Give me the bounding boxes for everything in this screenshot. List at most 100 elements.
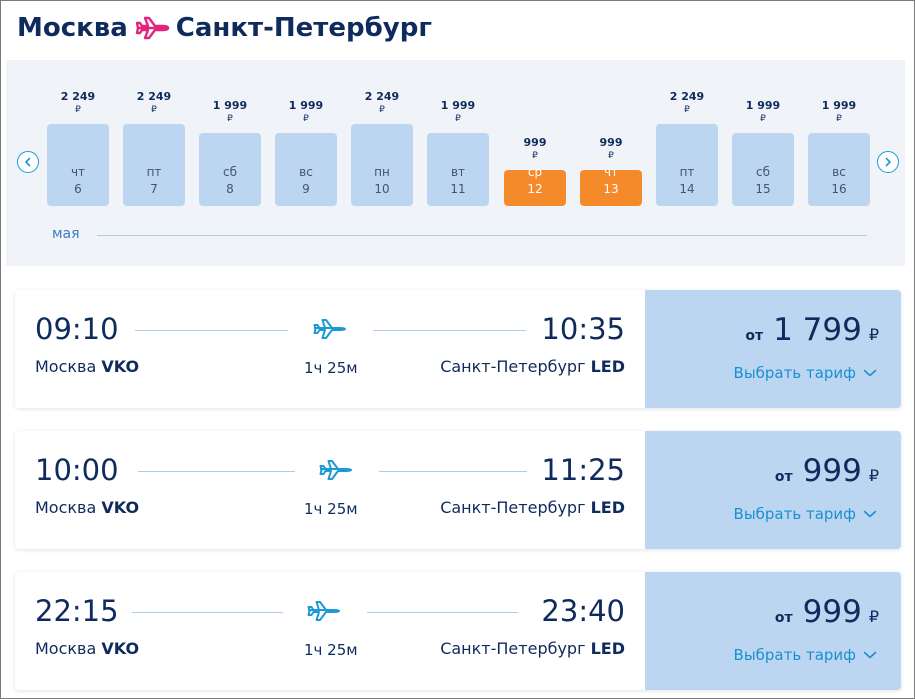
chevron-left-icon	[25, 157, 31, 167]
day-number: 6	[74, 182, 82, 196]
date-column[interactable]: 2 249 ₽ чт 6	[47, 60, 109, 206]
date-price-bar: вс 16	[808, 133, 870, 206]
arrival-airport-code: LED	[590, 639, 625, 658]
select-tariff-link[interactable]: Выбрать тариф	[734, 505, 877, 523]
flight-duration: 1ч 25м	[304, 641, 358, 659]
chevron-down-icon	[856, 368, 877, 378]
ruble-symbol: ₽	[608, 151, 614, 161]
departure-place: Москва VKO	[35, 639, 139, 659]
origin-city: Москва	[17, 13, 128, 43]
weekday-label: сб	[756, 165, 770, 179]
departure-city: Москва	[35, 498, 97, 517]
chevron-down-icon	[856, 650, 877, 660]
ruble-symbol: ₽	[227, 114, 233, 124]
month-label: мая	[52, 226, 80, 242]
day-number: 10	[374, 182, 390, 196]
date-price-bar: вс 9	[275, 133, 337, 206]
price-panel[interactable]: от 1 799 ₽ Выбрать тариф	[645, 290, 901, 408]
day-number: 16	[831, 182, 847, 196]
date-price-bar: чт 6	[47, 124, 109, 206]
flight-card[interactable]: 22:15 23:40 1ч 25м Москва VKO Санкт-Петербур…	[15, 572, 901, 690]
day-number: 12	[527, 182, 543, 196]
date-column[interactable]: 1 999 ₽ вт 11	[427, 60, 489, 206]
arrival-place: Санкт-Петербург LED	[440, 639, 625, 659]
next-dates-button[interactable]	[877, 151, 899, 173]
date-price-bar: пт 7	[123, 124, 185, 206]
ruble-symbol: ₽	[379, 105, 385, 115]
selected-date-bar: ср 12	[504, 165, 566, 206]
flight-duration: 1ч 25м	[304, 359, 358, 377]
weekday-label: ср	[527, 165, 543, 179]
price-display: от 999 ₽	[775, 594, 879, 630]
date-column[interactable]: 999 ₽ ср 12	[504, 60, 566, 206]
route-title: Москва Санкт-Петербург	[17, 8, 432, 48]
date-price: 1 999	[212, 99, 248, 112]
date-price: 1 999	[288, 99, 324, 112]
departure-time: 22:15	[35, 594, 119, 628]
date-price: 2 249	[364, 90, 400, 103]
ruble-symbol: ₽	[455, 114, 461, 124]
date-column[interactable]: 2 249 ₽ пн 10	[351, 60, 413, 206]
date-column[interactable]: 1 999 ₽ сб 15	[732, 60, 794, 206]
date-price: 2 249	[60, 90, 96, 103]
ruble-symbol: ₽	[75, 105, 81, 115]
date-price-strip: мая 2 249 ₽ чт 6 2 249 ₽ пт 7 1 999 ₽ сб 8 1 999 ₽ вс 9…	[6, 60, 905, 266]
weekday-label: чт	[603, 165, 619, 179]
weekday-label: пт	[146, 165, 162, 179]
arrival-airport-code: LED	[590, 357, 625, 376]
ruble-symbol: ₽	[836, 114, 842, 124]
date-price: 2 249	[136, 90, 172, 103]
route-line	[132, 612, 283, 613]
arrival-time: 23:40	[541, 594, 625, 628]
departure-airport-code: VKO	[101, 357, 140, 376]
price-amount: 1 799	[773, 312, 862, 348]
select-tariff-label: Выбрать тариф	[733, 505, 856, 523]
ruble-symbol: ₽	[151, 105, 157, 115]
date-column[interactable]: 2 249 ₽ пт 14	[656, 60, 718, 206]
departure-airport-code: VKO	[101, 639, 140, 658]
select-tariff-link[interactable]: Выбрать тариф	[734, 364, 877, 382]
departure-city: Москва	[35, 639, 97, 658]
date-column[interactable]: 1 999 ₽ вс 9	[275, 60, 337, 206]
price-from-label: от	[774, 469, 793, 485]
chevron-right-icon	[885, 157, 891, 167]
arrival-city: Санкт-Петербург	[440, 639, 586, 658]
airplane-icon	[319, 457, 353, 483]
departure-place: Москва VKO	[35, 357, 139, 377]
date-price: 999	[523, 136, 547, 149]
flight-card[interactable]: 09:10 10:35 1ч 25м Москва VKO Санкт-Петербур…	[15, 290, 901, 408]
date-column[interactable]: 1 999 ₽ вс 16	[808, 60, 870, 206]
price-from-label: от	[745, 328, 764, 344]
day-number: 7	[150, 182, 158, 196]
price-from-label: от	[774, 610, 793, 626]
weekday-label: пн	[374, 165, 390, 179]
prev-dates-button[interactable]	[17, 151, 39, 173]
airplane-icon	[313, 316, 347, 342]
airplane-icon	[307, 598, 341, 624]
departure-city: Москва	[35, 357, 97, 376]
arrival-airport-code: LED	[590, 498, 625, 517]
flight-card[interactable]: 10:00 11:25 1ч 25м Москва VKO Санкт-Петербур…	[15, 431, 901, 549]
ruble-symbol: ₽	[760, 114, 766, 124]
date-column[interactable]: 999 ₽ чт 13	[580, 60, 642, 206]
date-column[interactable]: 2 249 ₽ пт 7	[123, 60, 185, 206]
ruble-symbol: ₽	[868, 325, 879, 344]
day-number: 8	[226, 182, 234, 196]
month-divider	[97, 235, 867, 236]
price-panel[interactable]: от 999 ₽ Выбрать тариф	[645, 431, 901, 549]
price-display: от 1 799 ₽	[745, 312, 879, 348]
arrival-time: 10:35	[541, 312, 625, 346]
select-tariff-link[interactable]: Выбрать тариф	[734, 646, 877, 664]
date-price: 1 999	[821, 99, 857, 112]
destination-city: Санкт-Петербург	[175, 13, 432, 43]
ruble-symbol: ₽	[532, 151, 538, 161]
price-panel[interactable]: от 999 ₽ Выбрать тариф	[645, 572, 901, 690]
date-column[interactable]: 1 999 ₽ сб 8	[199, 60, 261, 206]
select-tariff-label: Выбрать тариф	[733, 646, 856, 664]
price-amount: 999	[802, 453, 862, 489]
departure-time: 10:00	[35, 453, 119, 487]
date-price-bar: сб 8	[199, 133, 261, 206]
weekday-label: пт	[679, 165, 695, 179]
date-price-bar: пт 14	[656, 124, 718, 206]
selected-date-bar: чт 13	[580, 165, 642, 206]
